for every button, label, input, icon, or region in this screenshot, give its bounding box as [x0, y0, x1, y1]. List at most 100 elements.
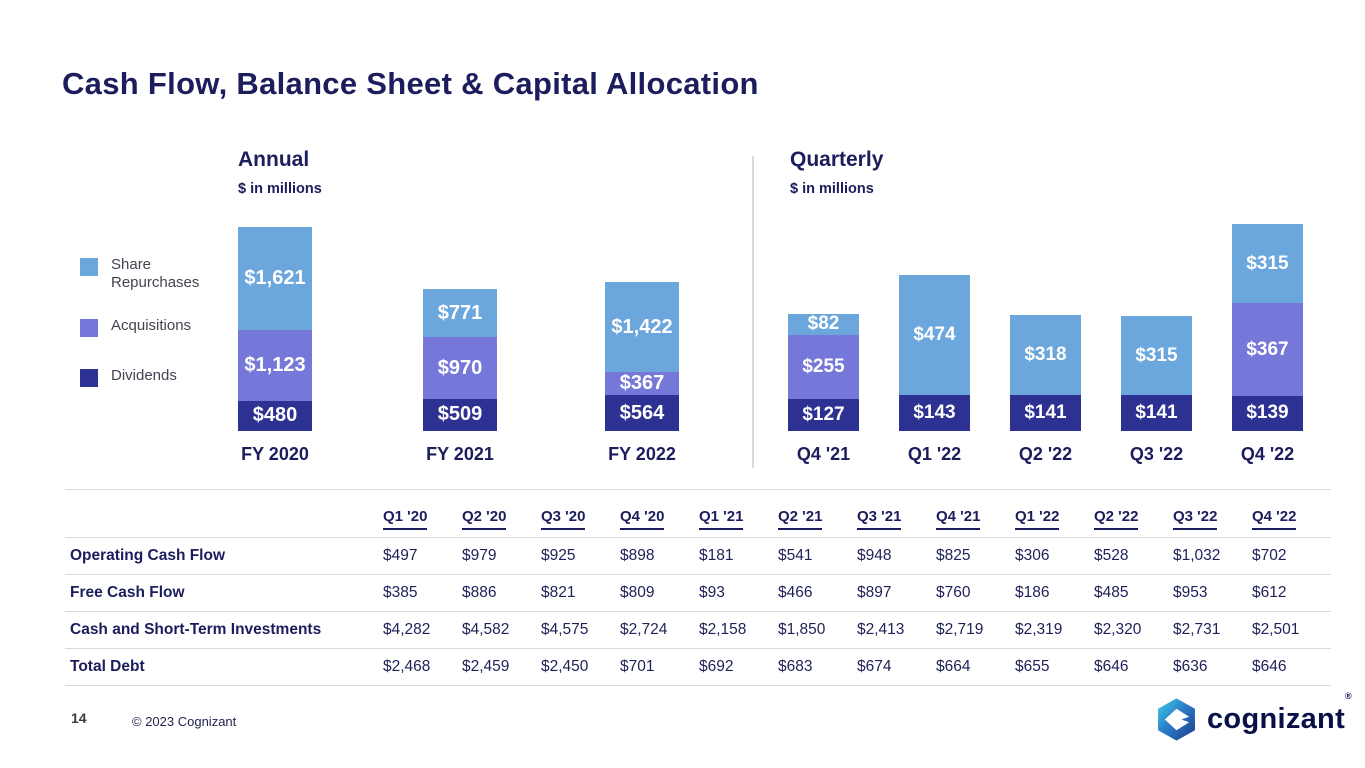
column-header-q2-20: Q2 '20 [462, 508, 541, 537]
bar-value-label: $480 [252, 404, 298, 427]
x-axis-label-q3-22: Q3 '22 [1129, 444, 1184, 464]
table-cell: $4,582 [462, 621, 510, 638]
table-cell: $497 [383, 547, 418, 564]
x-axis-label-q4-21: Q4 '21 [796, 444, 851, 464]
bar-segment-acquisitions: $1,123 [238, 329, 312, 401]
column-header-q4-20: Q4 '20 [620, 508, 699, 537]
legend-label: Dividends [111, 367, 177, 384]
table-cell: $541 [778, 547, 813, 564]
bar-value-label: $1,422 [611, 315, 673, 338]
legend-item-share-repurchases: Share Repurchases [80, 256, 229, 292]
table-cell: $898 [620, 547, 655, 564]
legend-label: Acquisitions [111, 317, 192, 334]
bar-segment-dividends: $141 [1121, 395, 1192, 431]
x-axis-label-q2-22: Q2 '22 [1018, 444, 1073, 464]
registered-mark: ® [1345, 691, 1352, 701]
table-cell: $1,850 [778, 621, 826, 638]
table-cell: $809 [620, 584, 655, 601]
row-label: Total Debt [70, 658, 145, 675]
table-cell: $4,575 [541, 621, 589, 638]
table-row-operating-cash-flow: Operating Cash Flow $497 $979 $925 $898 $181 $… [65, 538, 1331, 575]
quarterly-chart-subtitle: $ in millions [790, 181, 874, 197]
table-cell: $1,032 [1173, 547, 1221, 564]
bar-segment-dividends: $127 [788, 398, 859, 431]
table-cell: $2,319 [1015, 621, 1063, 638]
table-cell: $466 [778, 584, 813, 601]
table-cell: $953 [1173, 584, 1208, 601]
bar-value-label: $141 [1024, 402, 1067, 424]
quarterly-chart-header: Quarterly $ in millions [790, 148, 883, 197]
bar-segment-share-repurchases: $315 [1232, 224, 1303, 304]
table-cell: $2,724 [620, 621, 668, 638]
x-axis-label-fy-2022: FY 2022 [608, 444, 676, 464]
table-row-free-cash-flow: Free Cash Flow $385 $886 $821 $809 $93 $466 $89… [65, 575, 1331, 612]
bar-segment-acquisitions: $970 [423, 337, 497, 399]
column-header-q1-21: Q1 '21 [699, 508, 778, 537]
cognizant-logo-icon [1158, 698, 1195, 741]
bar-value-label: $318 [1024, 344, 1067, 366]
bar-value-label: $509 [437, 403, 483, 426]
table-cell: $925 [541, 547, 576, 564]
table-cell: $2,501 [1252, 621, 1300, 638]
table-cell: $821 [541, 584, 576, 601]
table-cell: $636 [1173, 658, 1208, 675]
annual-chart-title: Annual [238, 148, 310, 171]
bar-segment-dividends: $141 [1010, 395, 1081, 431]
bar-segment-dividends: $509 [423, 398, 497, 431]
bar-value-label: $143 [913, 401, 956, 423]
table-cell: $485 [1094, 584, 1129, 601]
chart-section-divider [752, 156, 754, 468]
bar-segment-share-repurchases: $1,422 [605, 282, 679, 373]
table-cell: $674 [857, 658, 892, 675]
bar-segment-dividends: $480 [238, 400, 312, 431]
table-cell: $646 [1252, 658, 1287, 675]
stacked-bar-q2-22: $318 $141 [1010, 315, 1081, 431]
table-cell: $2,450 [541, 658, 589, 675]
x-axis-label-fy-2021: FY 2021 [426, 444, 494, 464]
table-cell: $692 [699, 658, 734, 675]
bar-value-label: $127 [802, 403, 845, 425]
bar-value-label: $315 [1135, 344, 1178, 366]
legend-label: Share Repurchases [111, 256, 200, 291]
x-axis-label-q4-22: Q4 '22 [1240, 444, 1295, 464]
bar-value-label: $255 [802, 355, 845, 377]
column-header-q3-21: Q3 '21 [857, 508, 936, 537]
copyright-text: © 2023 Cognizant [132, 714, 237, 729]
bar-segment-dividends: $564 [605, 395, 679, 431]
table-cell: $664 [936, 658, 971, 675]
stacked-bar-fy-2020: $1,621 $1,123 $480 [238, 227, 312, 431]
bar-segment-share-repurchases: $771 [423, 288, 497, 338]
dividends-swatch-icon [80, 369, 98, 387]
legend-item-acquisitions: Acquisitions [80, 317, 229, 337]
bar-value-label: $367 [1246, 338, 1289, 360]
row-label: Cash and Short-Term Investments [70, 621, 322, 638]
column-header-q2-22: Q2 '22 [1094, 508, 1173, 537]
table-row-cash-and-short-term-investments: Cash and Short-Term Investments $4,282 $4,… [65, 612, 1331, 649]
bar-value-label: $1,621 [244, 266, 306, 289]
stacked-bar-q3-22: $315 $141 [1121, 316, 1192, 431]
bar-segment-dividends: $139 [1232, 395, 1303, 431]
stacked-bar-q4-22: $315 $367 $139 [1232, 224, 1303, 431]
page-title: Cash Flow, Balance Sheet & Capital Alloc… [62, 66, 759, 101]
table-cell: $760 [936, 584, 971, 601]
column-header-q1-22: Q1 '22 [1015, 508, 1094, 537]
table-cell: $897 [857, 584, 892, 601]
bar-segment-share-repurchases: $315 [1121, 316, 1192, 396]
table-cell: $306 [1015, 547, 1050, 564]
table-cell: $4,282 [383, 621, 431, 638]
annual-chart-subtitle: $ in millions [238, 181, 322, 197]
bar-segment-share-repurchases: $474 [899, 275, 970, 395]
table-cell: $2,459 [462, 658, 510, 675]
bar-segment-share-repurchases: $318 [1010, 315, 1081, 396]
row-label: Operating Cash Flow [70, 547, 226, 564]
bar-value-label: $141 [1135, 402, 1178, 424]
bar-value-label: $474 [913, 324, 956, 346]
table-cell: $612 [1252, 584, 1287, 601]
table-cell: $181 [699, 547, 734, 564]
stacked-bar-fy-2022: $1,422 $367 $564 [605, 282, 679, 431]
table-cell: $683 [778, 658, 813, 675]
cognizant-logo: cognizant® [1154, 691, 1352, 742]
table-cell: $701 [620, 658, 655, 675]
x-axis-label-fy-2020: FY 2020 [241, 444, 309, 464]
